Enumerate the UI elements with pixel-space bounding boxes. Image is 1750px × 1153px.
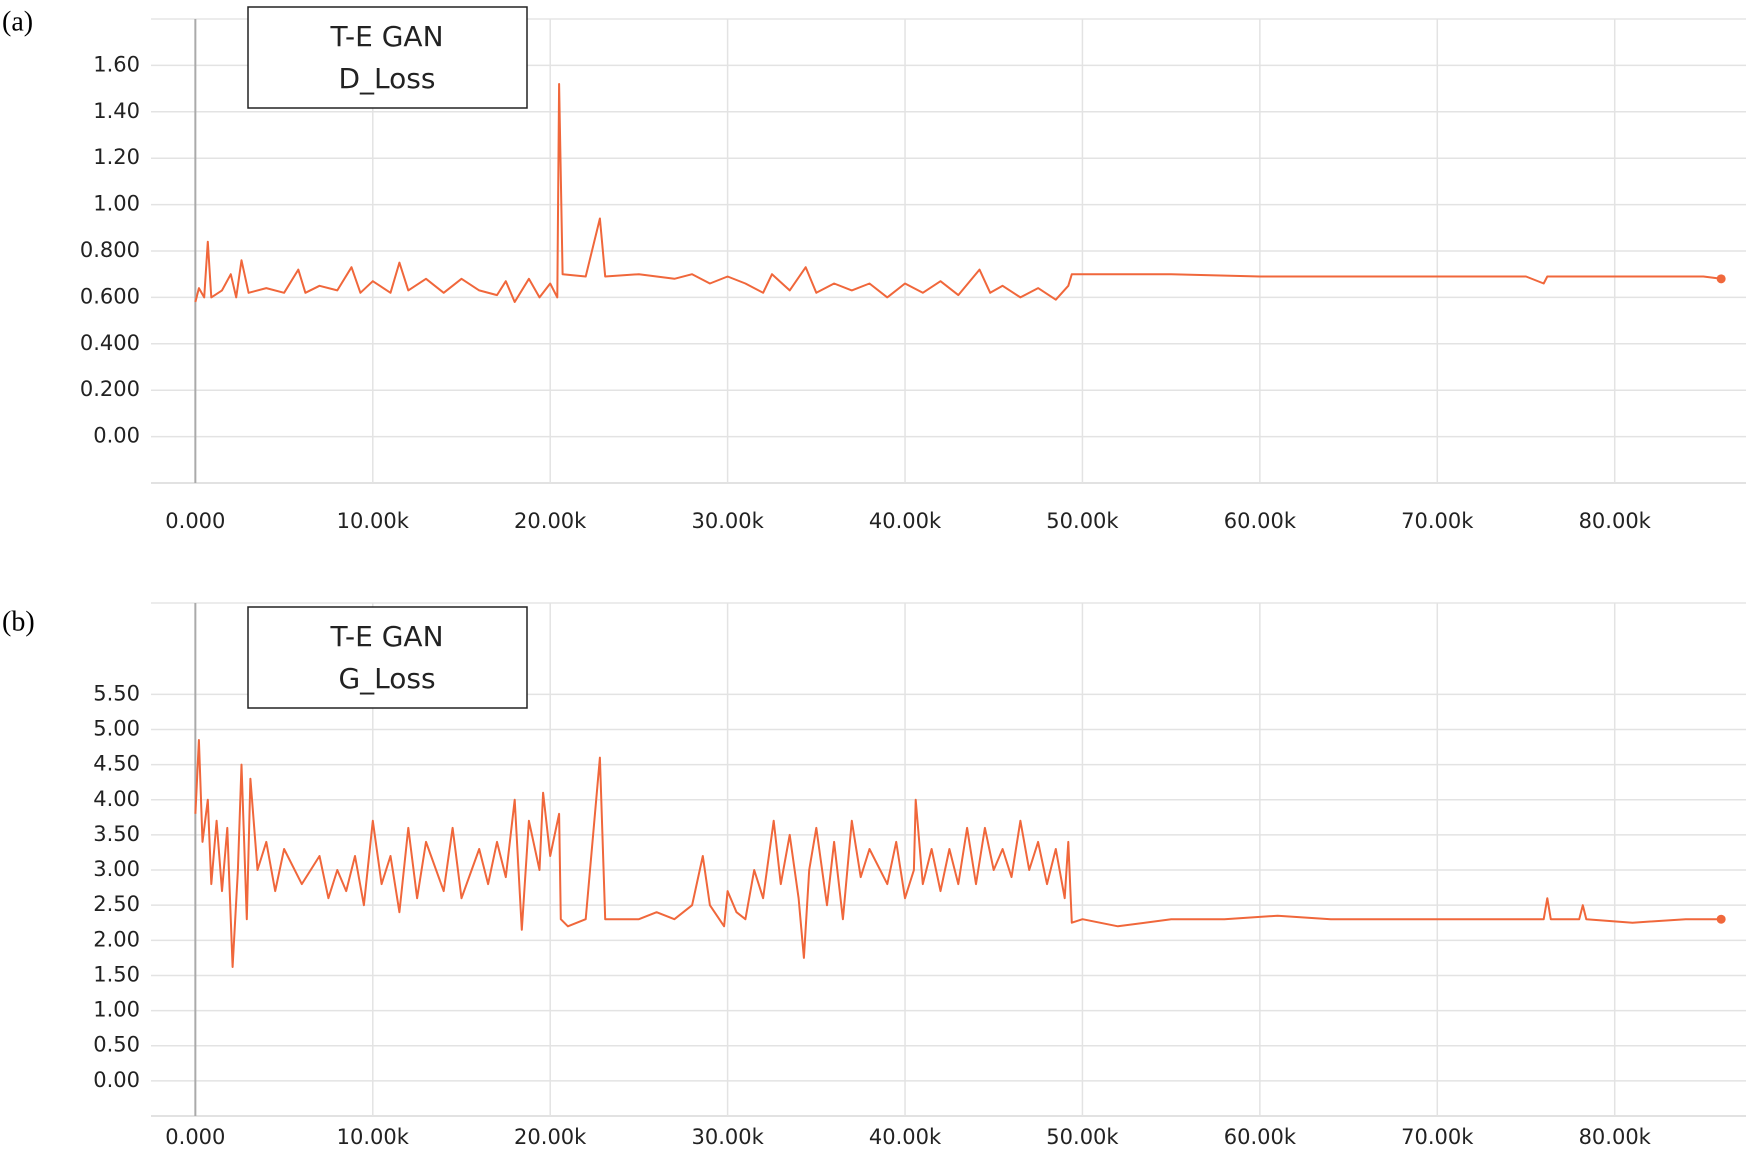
x-tick-label: 30.00k (691, 1125, 764, 1149)
x-tick-label: 20.00k (514, 509, 587, 533)
y-tick-label: 1.20 (93, 145, 140, 169)
x-tick-label: 30.00k (691, 509, 764, 533)
chart-subtitle: G_Loss (338, 662, 435, 695)
y-tick-label: 1.00 (93, 998, 140, 1022)
y-tick-label: 1.00 (93, 192, 140, 216)
y-tick-label: 0.00 (93, 1068, 140, 1092)
x-tick-label: 40.00k (869, 509, 942, 533)
chart-subtitle: D_Loss (339, 62, 436, 95)
y-tick-label: 0.600 (80, 284, 140, 308)
y-tick-label: 1.60 (93, 52, 140, 76)
y-tick-label: 3.00 (93, 857, 140, 881)
title-box (247, 606, 528, 709)
y-tick-label: 5.50 (93, 681, 140, 705)
x-tick-label: 10.00k (337, 509, 410, 533)
y-tick-label: 4.00 (93, 787, 140, 811)
x-tick-label: 0.000 (165, 509, 225, 533)
x-tick-label: 60.00k (1224, 1125, 1297, 1149)
x-tick-label: 20.00k (514, 1125, 587, 1149)
x-tick-label: 80.00k (1579, 509, 1652, 533)
y-tick-label: 0.50 (93, 1033, 140, 1057)
y-tick-label: 2.50 (93, 892, 140, 916)
panel-label: (b) (2, 606, 35, 637)
end-point (1716, 914, 1726, 924)
y-tick-label: 3.50 (93, 822, 140, 846)
y-tick-label: 5.00 (93, 716, 140, 740)
x-tick-label: 70.00k (1401, 509, 1474, 533)
y-tick-label: 1.40 (93, 99, 140, 123)
loss-line (194, 83, 1722, 303)
y-tick-label: 4.50 (93, 752, 140, 776)
y-tick-label: 0.800 (80, 238, 140, 262)
chart-title: T-E GAN (329, 20, 443, 53)
y-tick-label: 0.400 (80, 331, 140, 355)
x-tick-label: 70.00k (1401, 1125, 1474, 1149)
y-tick-label: 2.00 (93, 927, 140, 951)
x-tick-label: 10.00k (337, 1125, 410, 1149)
y-tick-label: 1.50 (93, 962, 140, 986)
end-point (1716, 274, 1726, 284)
x-tick-label: 50.00k (1046, 509, 1119, 533)
x-tick-label: 80.00k (1579, 1125, 1652, 1149)
x-tick-label: 40.00k (869, 1125, 942, 1149)
x-tick-label: 60.00k (1224, 509, 1297, 533)
x-tick-label: 50.00k (1046, 1125, 1119, 1149)
y-tick-label: 0.200 (80, 377, 140, 401)
x-tick-label: 0.000 (165, 1125, 225, 1149)
loss-line (194, 739, 1722, 968)
panel-label: (a) (2, 6, 33, 37)
y-tick-label: 0.00 (93, 424, 140, 448)
chart-title: T-E GAN (329, 620, 443, 653)
title-box (247, 6, 528, 109)
